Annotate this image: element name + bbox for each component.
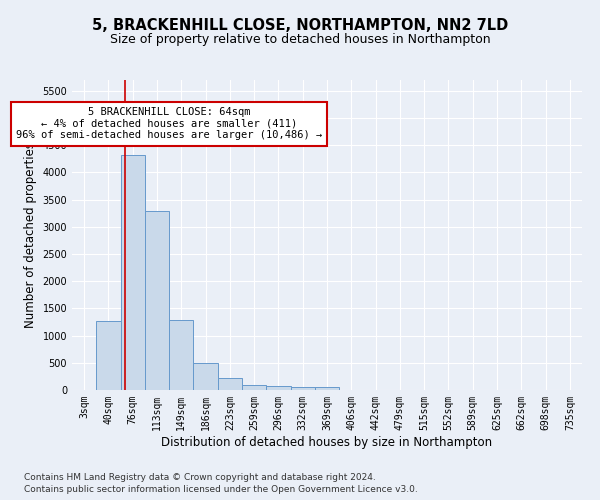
- Text: Size of property relative to detached houses in Northampton: Size of property relative to detached ho…: [110, 32, 490, 46]
- Text: Contains HM Land Registry data © Crown copyright and database right 2024.: Contains HM Land Registry data © Crown c…: [24, 474, 376, 482]
- Y-axis label: Number of detached properties: Number of detached properties: [24, 142, 37, 328]
- Bar: [266, 386, 290, 390]
- Bar: [193, 364, 218, 390]
- Bar: [242, 385, 266, 390]
- Bar: [315, 387, 339, 390]
- Text: Contains public sector information licensed under the Open Government Licence v3: Contains public sector information licen…: [24, 485, 418, 494]
- Text: 5, BRACKENHILL CLOSE, NORTHAMPTON, NN2 7LD: 5, BRACKENHILL CLOSE, NORTHAMPTON, NN2 7…: [92, 18, 508, 32]
- Bar: [169, 320, 193, 390]
- Bar: [121, 154, 145, 390]
- Text: 5 BRACKENHILL CLOSE: 64sqm
← 4% of detached houses are smaller (411)
96% of semi: 5 BRACKENHILL CLOSE: 64sqm ← 4% of detac…: [16, 107, 322, 140]
- Bar: [218, 378, 242, 390]
- Bar: [145, 210, 169, 390]
- X-axis label: Distribution of detached houses by size in Northampton: Distribution of detached houses by size …: [161, 436, 493, 448]
- Bar: [96, 322, 121, 390]
- Bar: [290, 387, 315, 390]
